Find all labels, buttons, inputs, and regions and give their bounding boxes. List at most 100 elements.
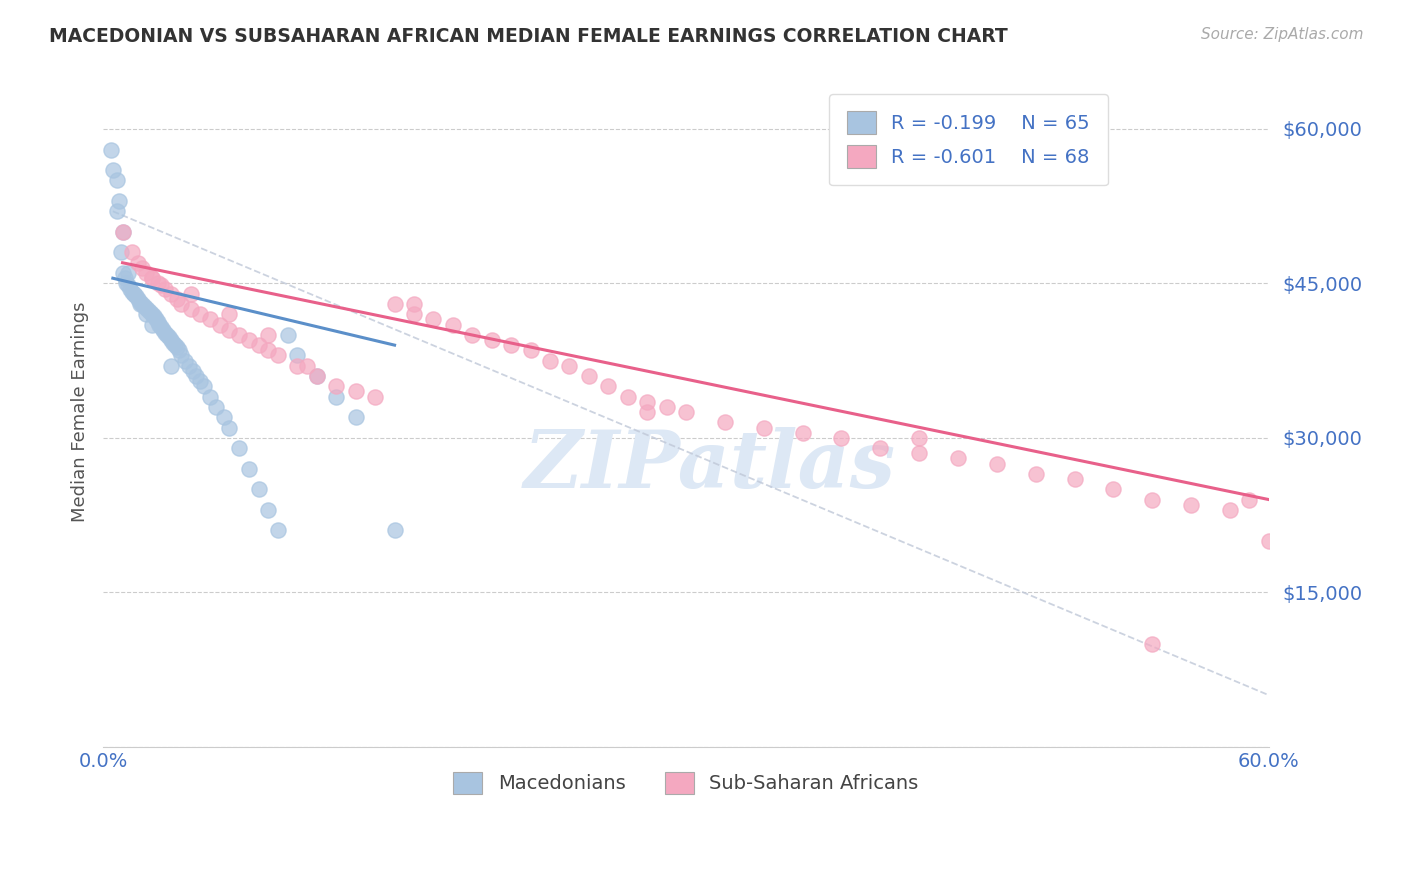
Point [131, 297, 153, 311]
Point [135, 301, 157, 315]
Point [946, 451, 969, 466]
Point [481, 333, 503, 347]
Point [127, 292, 149, 306]
Point [111, 225, 134, 239]
Point [218, 307, 240, 321]
Point [218, 420, 240, 434]
Point [869, 441, 891, 455]
Point [344, 410, 367, 425]
Point [141, 318, 163, 332]
Point [114, 271, 136, 285]
Point [1025, 467, 1047, 481]
Point [238, 333, 260, 347]
Point [110, 245, 132, 260]
Point [616, 390, 638, 404]
Point [136, 303, 159, 318]
Point [142, 310, 165, 324]
Point [325, 390, 347, 404]
Point [181, 364, 204, 378]
Point [127, 256, 149, 270]
Point [986, 457, 1008, 471]
Point [384, 297, 406, 311]
Point [287, 359, 309, 373]
Point [267, 524, 290, 538]
Point [212, 410, 235, 425]
Point [636, 405, 658, 419]
Point [166, 340, 188, 354]
Point [1257, 533, 1279, 548]
Point [305, 369, 328, 384]
Point [180, 302, 202, 317]
Point [1063, 472, 1085, 486]
Point [100, 143, 122, 157]
Point [121, 245, 143, 260]
Point [170, 348, 193, 362]
Point [117, 266, 139, 280]
Point [156, 327, 179, 342]
Point [257, 343, 280, 358]
Point [1102, 483, 1125, 497]
Point [538, 353, 561, 368]
Point [295, 359, 318, 373]
Point [105, 204, 128, 219]
Point [141, 307, 163, 321]
Legend: Macedonians, Sub-Saharan Africans: Macedonians, Sub-Saharan Africans [444, 762, 928, 804]
Point [422, 312, 444, 326]
Point [364, 390, 387, 404]
Point [135, 266, 157, 280]
Point [145, 312, 167, 326]
Point [325, 379, 347, 393]
Y-axis label: Median Female Earnings: Median Female Earnings [72, 301, 89, 523]
Point [228, 441, 250, 455]
Point [193, 379, 215, 393]
Point [198, 312, 221, 326]
Point [188, 307, 211, 321]
Point [578, 369, 600, 384]
Point [160, 333, 183, 347]
Point [287, 348, 309, 362]
Point [267, 348, 290, 362]
Point [131, 260, 153, 275]
Point [115, 277, 138, 291]
Point [101, 163, 124, 178]
Point [204, 400, 226, 414]
Point [146, 316, 169, 330]
Point [150, 278, 173, 293]
Point [120, 281, 142, 295]
Point [501, 338, 523, 352]
Point [160, 286, 183, 301]
Point [173, 353, 195, 368]
Point [752, 420, 775, 434]
Point [636, 394, 658, 409]
Point [1219, 503, 1241, 517]
Point [257, 503, 280, 517]
Point [135, 307, 157, 321]
Point [166, 292, 188, 306]
Point [129, 294, 152, 309]
Point [402, 297, 425, 311]
Point [125, 289, 148, 303]
Point [238, 461, 260, 475]
Point [150, 319, 173, 334]
Point [188, 374, 211, 388]
Point [218, 323, 240, 337]
Point [141, 271, 163, 285]
Point [714, 415, 737, 429]
Point [152, 323, 174, 337]
Point [305, 369, 328, 384]
Point [167, 343, 190, 358]
Text: ZIPatlas: ZIPatlas [523, 427, 896, 504]
Point [129, 297, 152, 311]
Point [111, 266, 134, 280]
Point [121, 285, 143, 299]
Point [163, 338, 186, 352]
Point [908, 431, 931, 445]
Point [1142, 637, 1164, 651]
Point [384, 524, 406, 538]
Point [208, 318, 231, 332]
Point [598, 379, 620, 393]
Point [105, 173, 128, 187]
Point [170, 297, 193, 311]
Point [402, 307, 425, 321]
Point [655, 400, 678, 414]
